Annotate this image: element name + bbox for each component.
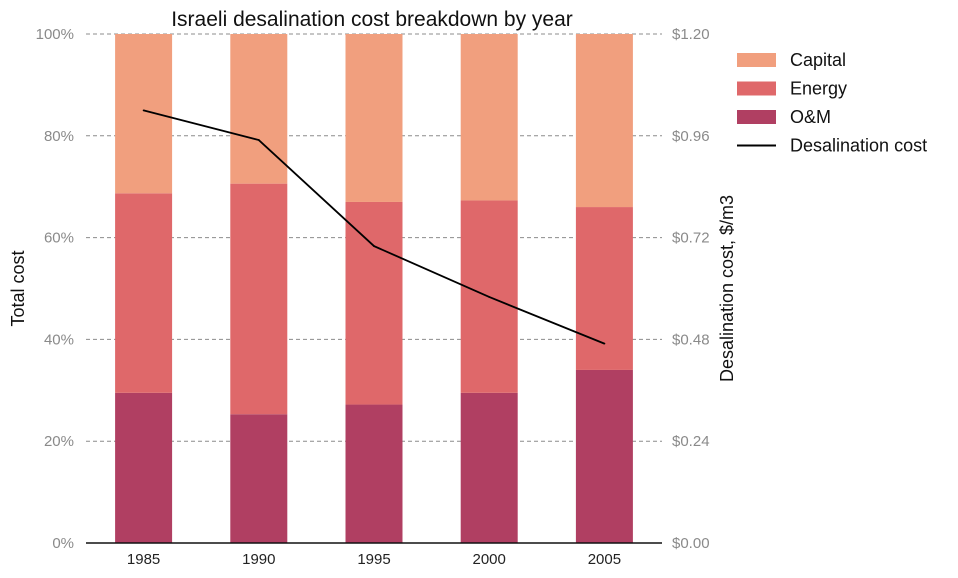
y2-tick-label: $0.72 — [672, 230, 710, 247]
legend-label: Desalination cost — [790, 136, 927, 156]
bar-segment — [115, 392, 173, 543]
bar-segment — [230, 34, 288, 184]
legend-swatch — [737, 81, 776, 96]
bar-segment — [460, 34, 518, 201]
desalination-cost-point — [257, 139, 260, 141]
bar-segment — [230, 414, 288, 543]
axes: 0% 20% 40% 60% 80% 100% $0.00 $0.24 $0.48 $0.72 $0… — [8, 26, 737, 568]
bar-segment — [345, 404, 403, 543]
legend: Capital Energy O&M Desalination cost — [737, 50, 927, 156]
bar-segment — [345, 201, 403, 405]
legend-swatch — [737, 53, 776, 67]
desalination-cost-point — [373, 245, 375, 247]
desalination-cost-point — [488, 296, 491, 298]
x-tick-label: 1995 — [357, 551, 390, 568]
y2-tick-label: $1.20 — [672, 26, 710, 43]
y-tick-label: 20% — [44, 433, 74, 450]
y-axis-label: Total cost — [8, 250, 28, 326]
bar-segment — [575, 34, 633, 208]
legend-swatch — [737, 110, 776, 124]
x-tick-label: 2000 — [473, 551, 506, 568]
bar-segment — [575, 207, 633, 370]
y-tick-label: 60% — [44, 230, 74, 247]
bar-segment — [115, 34, 173, 194]
y-tick-label: 100% — [36, 26, 74, 43]
desalination-cost-point — [603, 342, 606, 345]
y-tick-label: 40% — [44, 331, 74, 348]
y2-tick-label: $0.00 — [672, 535, 710, 552]
legend-label: O&M — [790, 107, 831, 127]
cost-line-layer — [142, 109, 606, 345]
y2-tick-label: $0.96 — [672, 128, 710, 145]
bar-segment — [115, 193, 173, 393]
x-tick-label: 1990 — [242, 551, 275, 568]
bar-segment — [460, 392, 518, 543]
desalination-cost-point — [142, 109, 145, 112]
x-tick-label: 2005 — [588, 551, 621, 568]
chart-title: Israeli desalination cost breakdown by y… — [171, 8, 573, 31]
stacked-bars — [115, 34, 633, 543]
y-tick-label: 0% — [52, 535, 74, 552]
y2-axis-label: Desalination cost, $/m3 — [717, 195, 737, 382]
x-tick-label: 1985 — [127, 551, 160, 568]
bar-segment — [575, 369, 633, 543]
bar-segment — [230, 183, 288, 415]
y-tick-label: 80% — [44, 128, 74, 145]
bar-segment — [345, 34, 403, 202]
y2-tick-label: $0.48 — [672, 331, 710, 348]
legend-label: Energy — [790, 79, 847, 99]
legend-label: Capital — [790, 50, 846, 70]
y2-tick-label: $0.24 — [672, 433, 710, 450]
